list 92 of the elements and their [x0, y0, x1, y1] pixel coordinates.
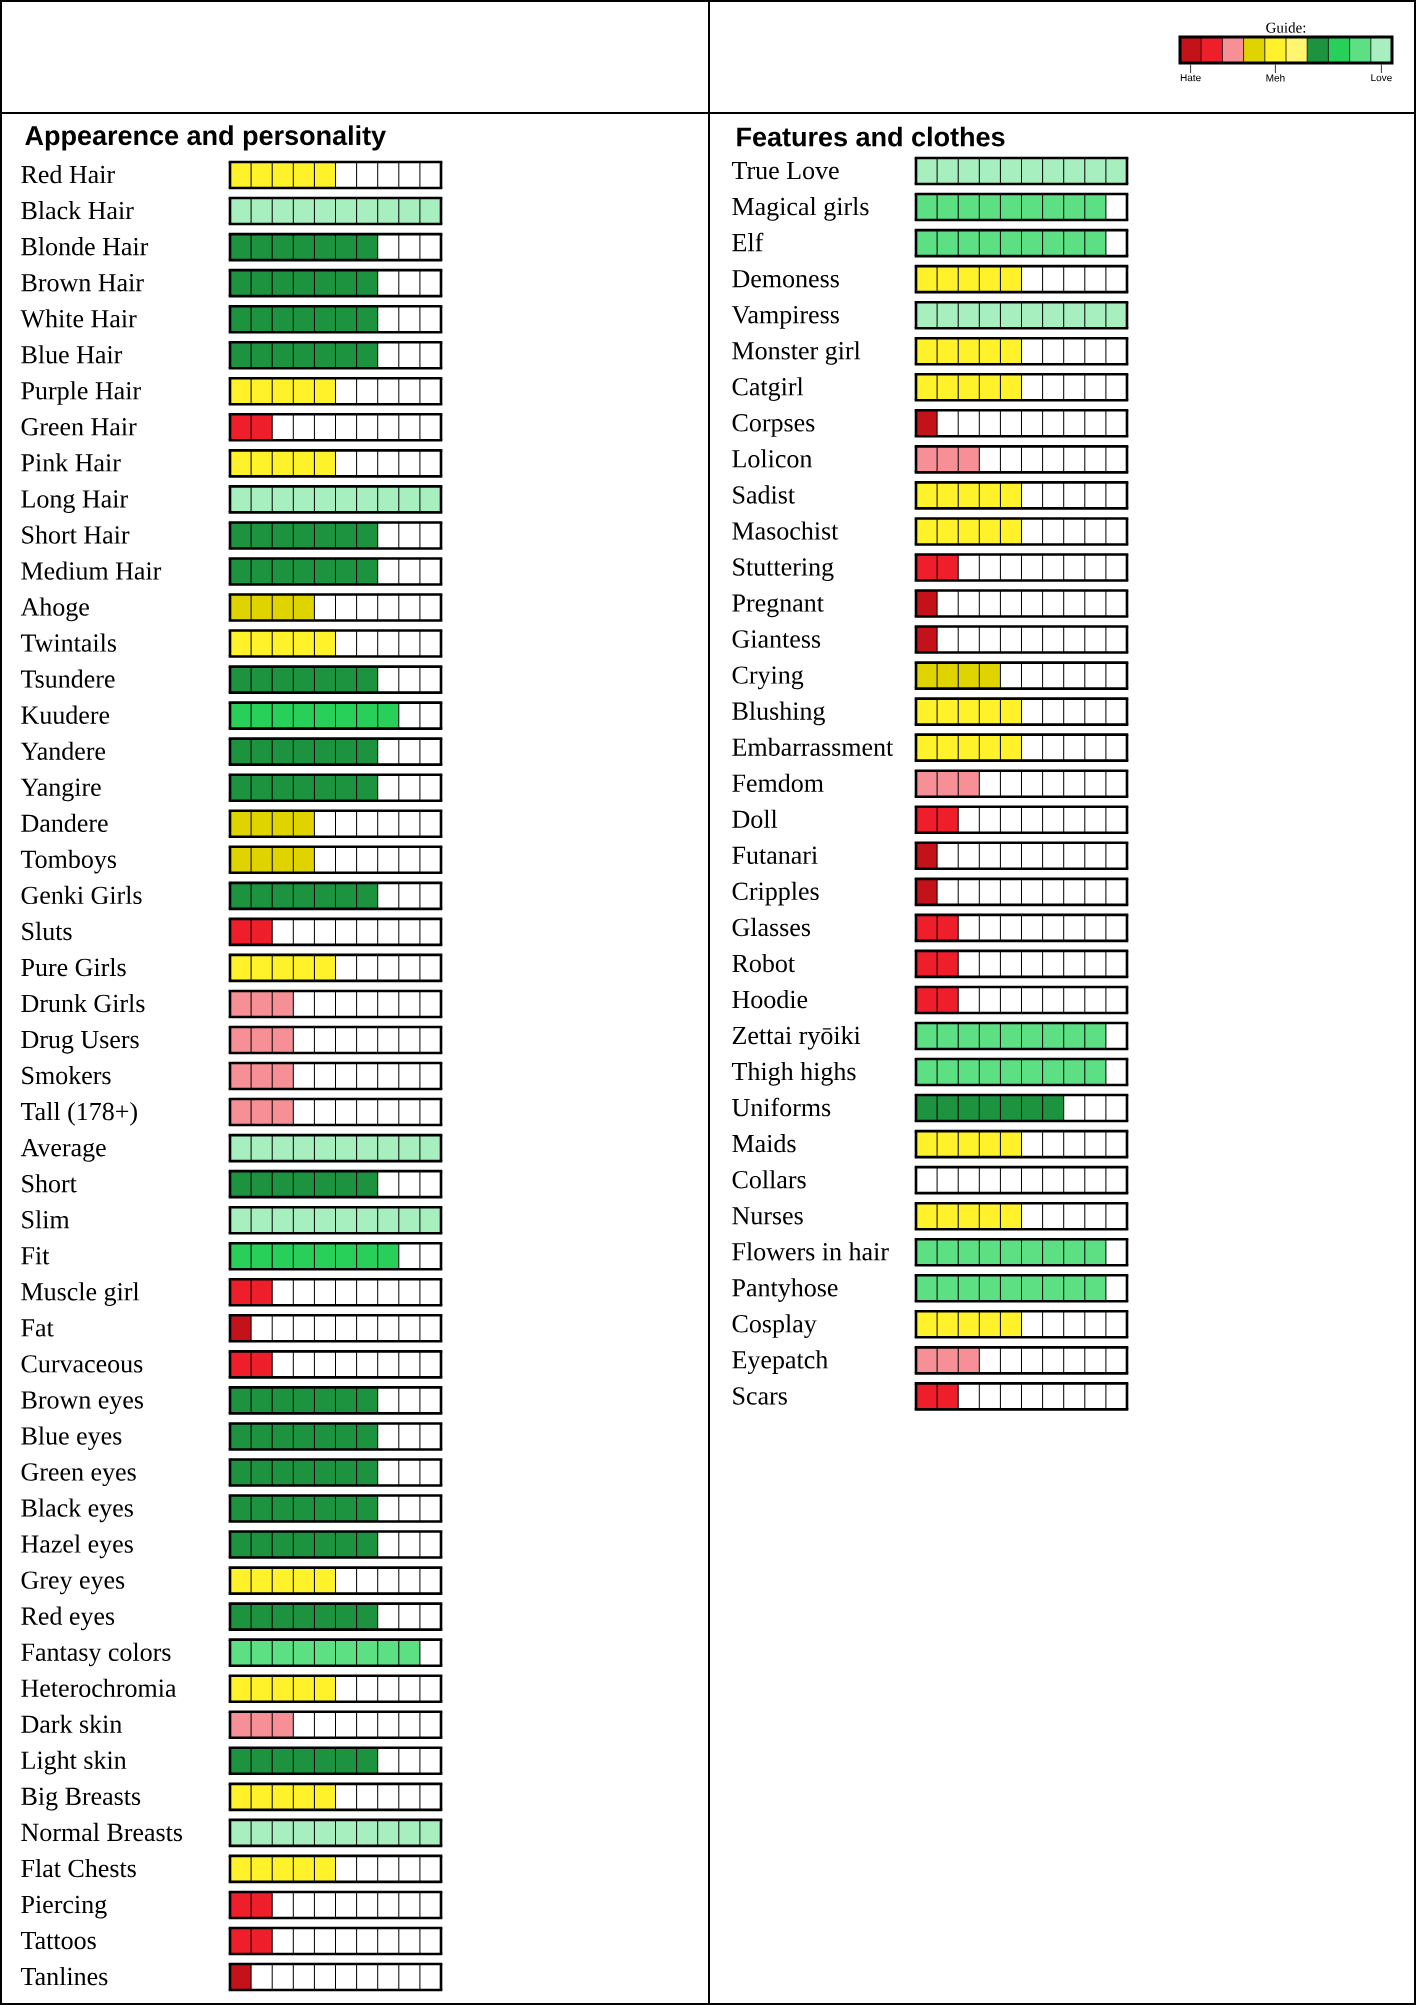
y-tick-label: Doll — [732, 809, 778, 829]
y-tick-label: Curvaceous — [21, 1355, 143, 1373]
y-tick-label: Tomboys — [21, 849, 117, 874]
y-tick-label: True Love — [732, 162, 839, 180]
text: Love — [1371, 74, 1392, 82]
y-tick-label: Dark skin — [21, 1714, 122, 1734]
y-tick-label: Twintails — [21, 633, 117, 652]
y-tick-label: Hoodie — [732, 989, 808, 1009]
y-tick-label: Drug Users — [21, 1030, 139, 1054]
y-tick-label: Tanlines — [21, 1967, 108, 1986]
y-tick-label: Tall (178+) — [21, 1102, 137, 1126]
y-tick-label: Catgirl — [732, 377, 804, 401]
y-tick-label: Flowers in hair — [732, 1242, 889, 1261]
y-tick-label: Corpses — [732, 414, 815, 437]
y-tick-label: Fantasy colors — [21, 1642, 171, 1667]
y-tick-label: Smokers — [22, 1066, 111, 1085]
y-tick-label: Embarrassment — [732, 737, 894, 756]
y-tick-label: Brown eyes — [21, 1391, 144, 1415]
y-tick-label: Light skin — [21, 1750, 127, 1775]
y-tick-label: Sadist — [733, 485, 795, 504]
y-tick-label: Cripples — [732, 881, 819, 906]
y-tick-label: Giantess — [732, 630, 821, 648]
y-tick-label: Cosplay — [732, 1314, 817, 1338]
y-tick-label: Purple Hair — [21, 381, 141, 405]
y-tick-label: White Hair — [20, 309, 137, 328]
y-tick-label: Eyepatch — [732, 1350, 828, 1374]
y-tick-label: Scars — [733, 1387, 787, 1405]
y-tick-label: Average — [20, 1138, 106, 1162]
y-tick-label: Heterochromia — [21, 1678, 177, 1697]
y-tick-label: Black Hair — [21, 201, 134, 220]
y-tick-label: Green eyes — [21, 1463, 136, 1487]
y-tick-label: Fat — [21, 1319, 54, 1337]
y-tick-label: Drunk Girls — [21, 993, 145, 1013]
y-tick-label: Grey eyes — [21, 1571, 125, 1595]
y-tick-label: Fit — [21, 1247, 50, 1265]
y-tick-label: Crying — [732, 666, 804, 690]
y-tick-label: Yandere — [20, 741, 106, 760]
y-tick-label: Big Breasts — [21, 1787, 141, 1811]
y-tick-label: Masochist — [732, 521, 839, 540]
y-tick-label: Uniforms — [732, 1097, 831, 1117]
y-tick-label: Blonde Hair — [21, 237, 149, 256]
y-tick-label: Monster girl — [732, 341, 861, 365]
y-tick-label: Sluts — [22, 921, 72, 941]
y-tick-label: Stuttering — [733, 558, 834, 582]
y-tick-label: Zettai ryōiki — [732, 1025, 861, 1050]
y-tick-label: Short — [22, 1174, 77, 1193]
y-tick-label: Medium Hair — [21, 561, 162, 580]
chart-title: Appearence and personality — [25, 125, 386, 151]
y-tick-label: Slim — [22, 1210, 70, 1229]
y-tick-label: Tattoos — [21, 1931, 96, 1950]
y-tick-label: Muscle girl — [21, 1282, 140, 1306]
y-tick-label: Dandere — [21, 813, 108, 833]
y-tick-label: Red eyes — [21, 1606, 115, 1631]
y-tick-label: Red Hair — [21, 165, 115, 184]
y-tick-label: Tsundere — [21, 669, 115, 688]
y-tick-label: Normal Breasts — [21, 1822, 183, 1842]
y-tick-label: Black eyes — [21, 1498, 133, 1523]
y-tick-label: Thigh highs — [732, 1062, 856, 1086]
y-tick-label: Futanari — [732, 846, 818, 865]
y-tick-label: Vampiress — [731, 305, 839, 329]
y-tick-label: Blushing — [732, 701, 825, 726]
y-tick-label: Femdom — [732, 773, 824, 792]
y-tick-label: Pink Hair — [21, 453, 121, 472]
y-tick-label: Demoness — [732, 270, 839, 288]
y-tick-label: Piercing — [21, 1895, 107, 1919]
y-tick-label: Nurses — [732, 1207, 803, 1225]
y-tick-label: Long Hair — [21, 490, 128, 514]
y-tick-label: Lolicon — [732, 449, 813, 468]
y-tick-label: Hazel eyes — [21, 1534, 133, 1559]
y-tick-label: Blue eyes — [21, 1426, 122, 1451]
y-tick-label: Maids — [732, 1134, 796, 1153]
y-tick-label: Blue Hair — [21, 345, 123, 364]
y-tick-label: Green Hair — [21, 418, 137, 436]
y-tick-label: Pantyhose — [732, 1278, 838, 1302]
y-tick-label: Pure Girls — [21, 957, 126, 977]
y-tick-label: Magical girls — [732, 197, 869, 221]
text: Hate — [1180, 74, 1201, 82]
y-tick-label: Collars — [732, 1170, 806, 1189]
y-tick-label: Glasses — [732, 917, 811, 937]
y-tick-label: Short Hair — [22, 525, 130, 544]
text: Guide: — [1266, 22, 1306, 33]
y-tick-label: Kuudere — [21, 705, 110, 724]
y-tick-label: Pregnant — [732, 594, 824, 618]
y-tick-label: Elf — [732, 232, 764, 252]
y-tick-label: Robot — [732, 953, 795, 973]
y-tick-label: Yangire — [20, 778, 101, 802]
y-tick-label: Genki Girls — [21, 885, 142, 905]
y-tick-label: Flat Chests — [21, 1858, 136, 1878]
text: Meh — [1266, 74, 1285, 82]
y-tick-label: Ahoge — [20, 597, 89, 622]
chart-title: Features and clothes — [737, 126, 1005, 147]
y-tick-label: Brown Hair — [21, 273, 144, 292]
